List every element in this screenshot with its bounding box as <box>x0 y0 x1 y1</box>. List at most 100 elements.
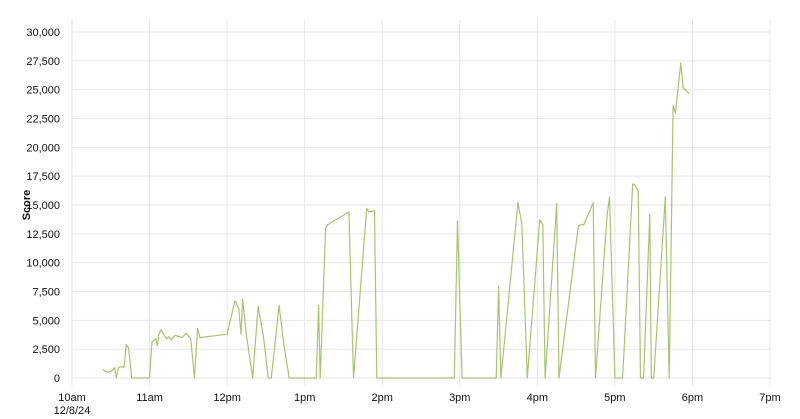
data-point <box>608 196 611 198</box>
x-tick-label: 11am <box>136 392 163 404</box>
y-tick-label: 12,500 <box>26 229 60 241</box>
data-point <box>131 377 133 379</box>
data-point <box>556 203 558 205</box>
data-point <box>366 207 368 210</box>
data-point <box>160 328 162 331</box>
data-point <box>115 377 117 379</box>
data-point <box>622 377 624 379</box>
data-point <box>110 370 112 372</box>
data-point <box>592 202 594 204</box>
data-point <box>114 367 116 369</box>
y-tick-label: 0 <box>54 373 60 385</box>
data-point <box>278 304 280 306</box>
data-point <box>174 334 176 336</box>
y-axis-tick-labels: 0 2,500 5,000 7,500 10,000 12,500 15,000 17,500… <box>26 27 60 385</box>
data-point <box>352 377 355 379</box>
data-point <box>190 338 192 340</box>
data-point <box>526 377 528 379</box>
data-point <box>315 377 317 379</box>
data-point <box>539 219 541 221</box>
data-point <box>544 377 546 379</box>
data-point <box>252 377 254 379</box>
data-point <box>495 377 497 379</box>
data-point <box>594 377 597 379</box>
grid-layer <box>71 20 771 386</box>
data-point <box>672 105 674 107</box>
data-point <box>642 377 645 379</box>
data-point <box>257 305 259 308</box>
x-tick-label: 5pm <box>604 392 625 404</box>
data-point <box>162 333 165 335</box>
data-point <box>121 365 124 368</box>
x-tick-label: 10am <box>58 392 86 404</box>
data-point <box>453 377 455 379</box>
data-point <box>348 211 350 213</box>
y-axis-title: Score <box>21 190 33 221</box>
data-point <box>193 377 196 379</box>
data-point <box>674 112 676 114</box>
data-point <box>664 196 666 198</box>
data-point <box>170 339 172 341</box>
data-point <box>668 377 670 379</box>
x-tick-label: 1pm <box>294 392 315 404</box>
series-layer <box>102 62 690 379</box>
data-point <box>107 371 110 373</box>
y-tick-label: 25,000 <box>26 85 60 97</box>
series-line <box>102 62 690 379</box>
y-tick-label: 15,000 <box>26 200 60 212</box>
data-point <box>197 327 199 330</box>
data-point <box>123 367 125 369</box>
data-point <box>633 183 635 185</box>
y-tick-label: 22,500 <box>26 114 60 126</box>
data-point <box>680 62 682 64</box>
data-point <box>117 367 120 369</box>
data-point <box>245 334 248 336</box>
y-tick-label: 17,500 <box>26 171 60 183</box>
data-point <box>148 377 151 379</box>
data-point <box>125 343 127 346</box>
data-point <box>327 224 329 226</box>
x-tick-label: 12pm <box>213 392 241 404</box>
data-point <box>682 86 684 88</box>
data-point <box>663 221 665 223</box>
data-point <box>181 337 183 339</box>
data-point <box>497 286 500 288</box>
data-point <box>639 377 642 379</box>
data-point <box>650 377 652 379</box>
data-point <box>112 369 114 371</box>
data-point <box>373 210 376 212</box>
data-point <box>637 190 639 192</box>
x-tick-label: 4pm <box>527 392 548 404</box>
data-point <box>325 227 327 229</box>
data-point <box>226 333 228 335</box>
y-tick-label: 10,000 <box>26 258 60 270</box>
data-point <box>185 332 187 334</box>
data-point <box>104 370 106 372</box>
data-point <box>292 377 294 379</box>
data-point <box>242 298 244 301</box>
data-point <box>580 224 583 226</box>
y-tick-label: 2,500 <box>32 344 60 356</box>
data-point <box>318 304 320 306</box>
data-point <box>461 377 463 379</box>
data-point <box>267 377 269 379</box>
x-axis-tick-labels: 10am 11am 12pm 1pm 2pm 3pm 4pm 5pm 6pm 7pm <box>58 392 780 404</box>
data-point <box>319 377 321 379</box>
data-point <box>583 224 585 226</box>
data-point <box>168 335 170 338</box>
data-point <box>128 347 130 349</box>
data-point <box>296 377 298 379</box>
data-point <box>234 300 236 302</box>
data-point <box>102 369 104 371</box>
data-point <box>687 92 690 94</box>
data-point <box>542 224 544 226</box>
data-point <box>199 337 201 339</box>
x-tick-label: 7pm <box>759 392 780 404</box>
data-point <box>288 377 290 379</box>
x-axis-date-label: 12/8/24 <box>54 405 91 417</box>
data-point <box>517 202 519 204</box>
data-point <box>618 377 620 379</box>
data-point <box>178 335 180 338</box>
data-point <box>649 213 651 215</box>
